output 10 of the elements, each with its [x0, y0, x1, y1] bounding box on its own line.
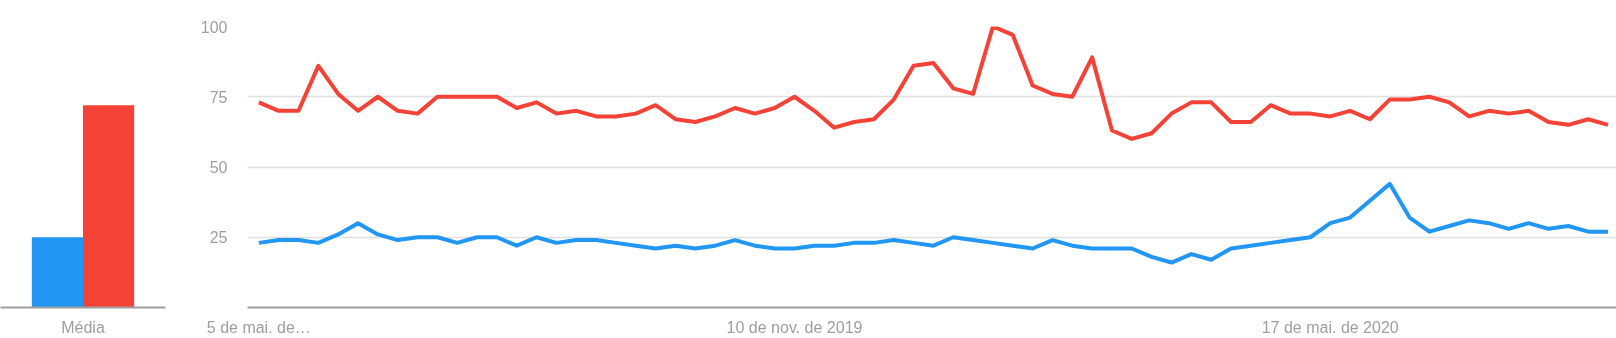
line-series	[256, 26, 1610, 141]
y-tick-label: 50	[209, 159, 228, 176]
line-series	[256, 181, 1610, 265]
x-tick-label: 17 de mai. de 2020	[1261, 318, 1399, 336]
x-tick-label: Média	[61, 318, 105, 336]
x-tick-label: 10 de nov. de 2019	[726, 318, 863, 336]
y-tick-label: 25	[209, 229, 228, 247]
x-tick-label: 5 de mai. de…	[206, 318, 311, 336]
y-tick-label: 100	[200, 18, 228, 36]
y-tick-label: 75	[209, 88, 228, 106]
